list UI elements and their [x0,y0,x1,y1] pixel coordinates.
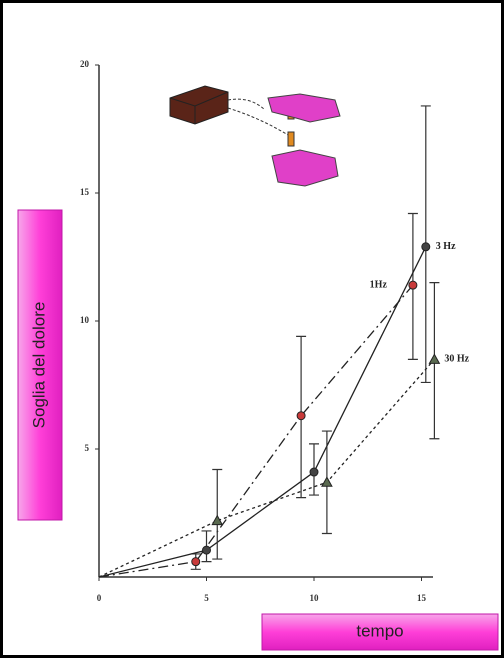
y-label-box [17,209,63,521]
data-point [211,514,224,526]
y-axis-label: Soglia del dolore [29,302,48,429]
data-point [408,280,418,290]
x-tick-label: 0 [97,593,102,603]
x-tick-label: 10 [310,593,320,603]
error-bar [212,468,223,560]
series-label: 3 Hz [436,241,456,252]
y-tick-label: 20 [80,59,90,69]
x-tick-label: 15 [417,593,427,603]
data-point [309,467,319,477]
y-tick-label: 5 [85,443,90,453]
y-tick-label: 10 [80,315,90,325]
x-axis-label: tempo [356,621,403,640]
series-line [98,246,427,578]
data-point [202,545,211,555]
series-label: 30 Hz [444,354,469,365]
y-tick-label: 15 [80,187,90,197]
series-label: 1Hz [370,279,388,290]
data-point [421,242,431,252]
data-point [428,353,441,364]
data-point [191,557,201,567]
data-point [296,411,306,421]
x-label-box [261,613,499,651]
illustration [169,85,341,187]
x-tick-label: 5 [204,593,209,603]
data-point [321,476,333,487]
series-line [98,284,414,578]
